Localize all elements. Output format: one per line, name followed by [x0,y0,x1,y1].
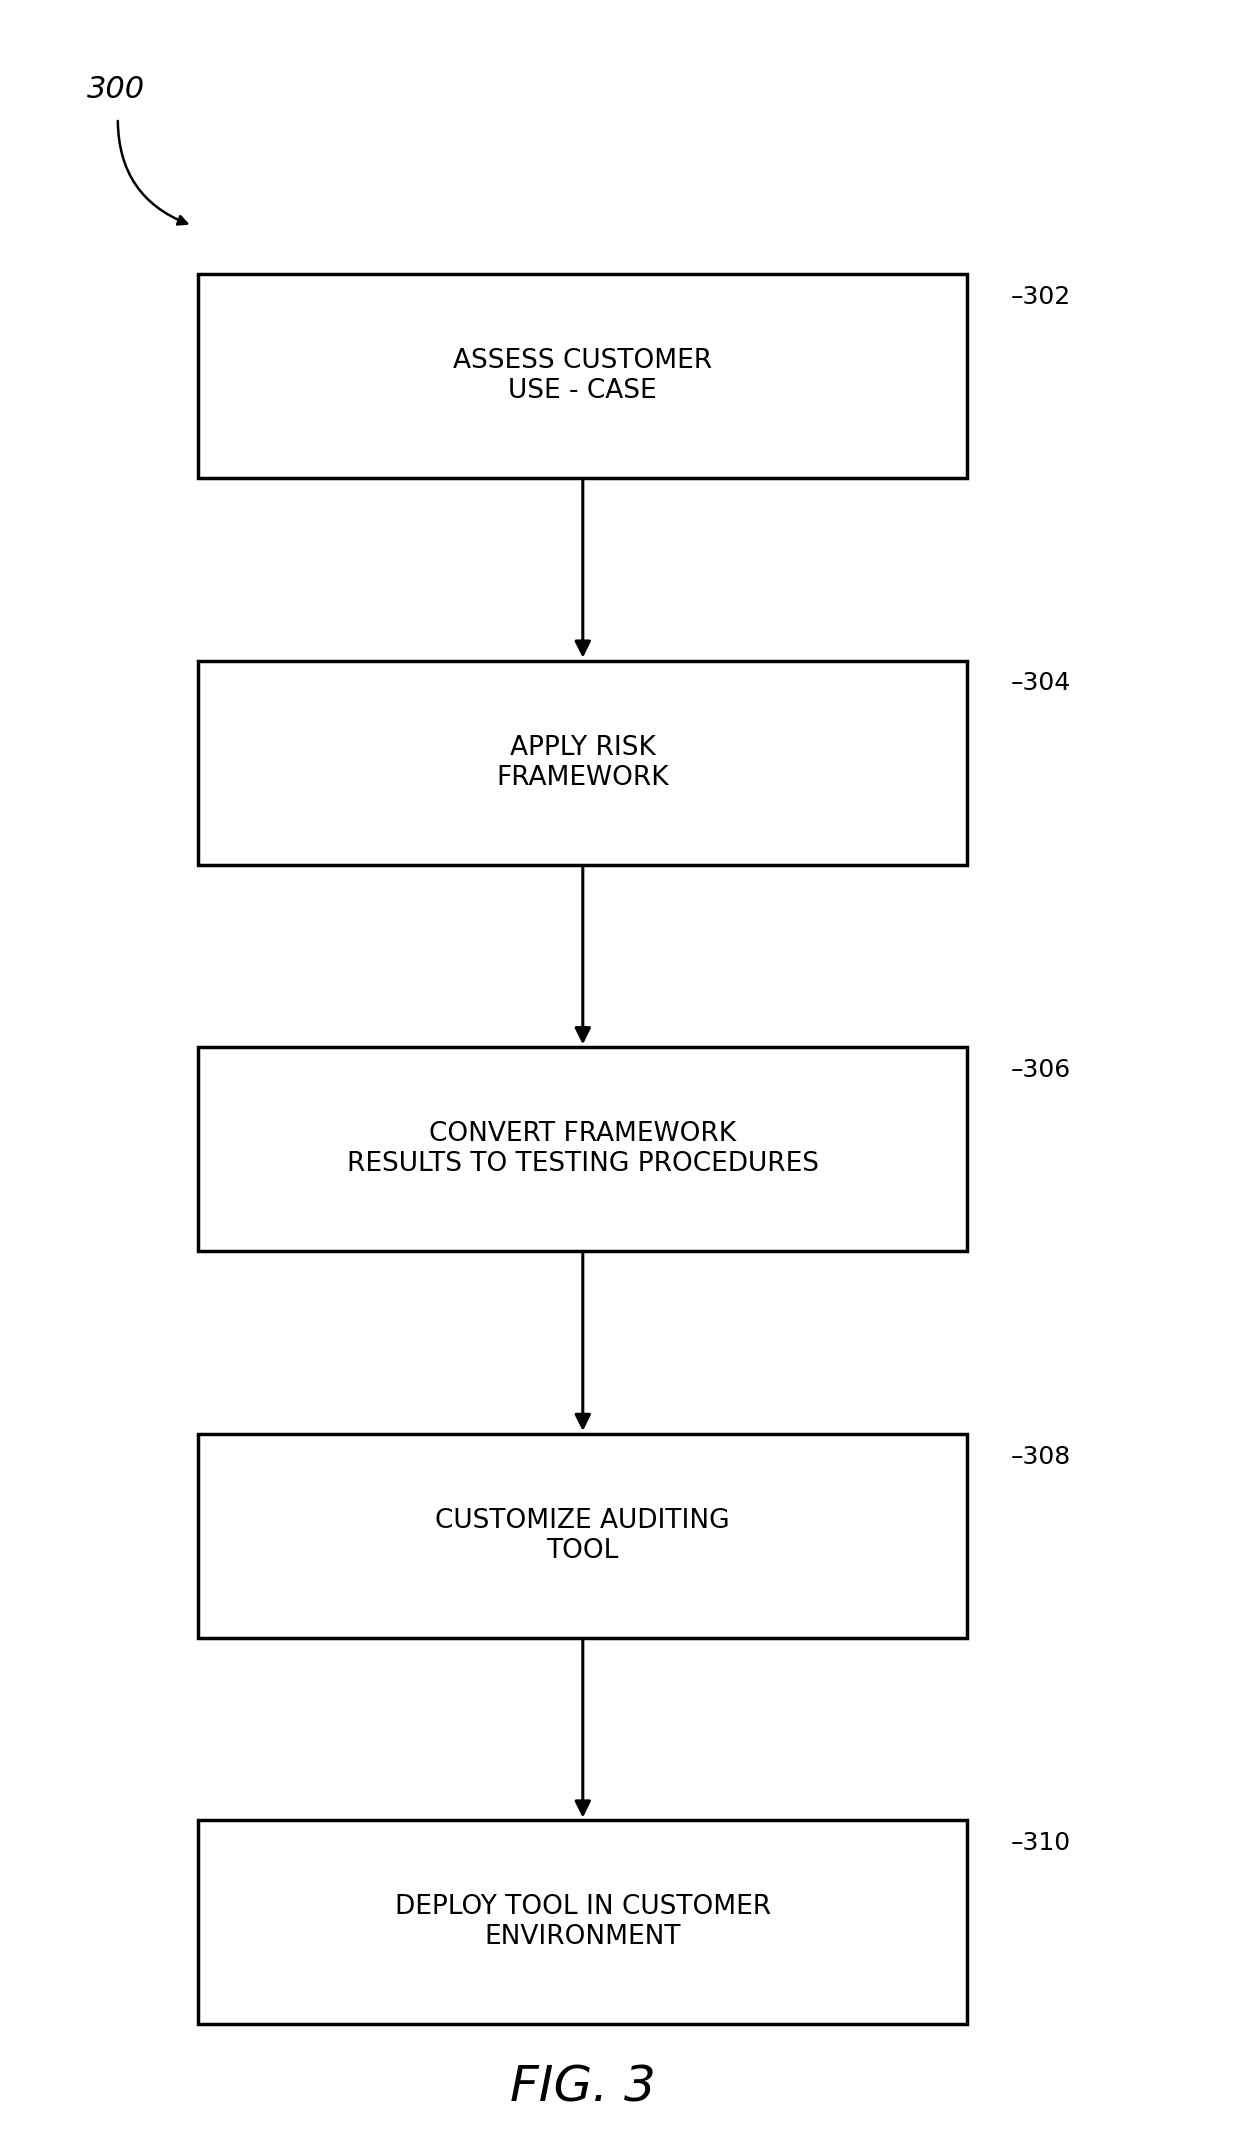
FancyBboxPatch shape [198,1822,967,2023]
Text: FIG. 3: FIG. 3 [510,2064,656,2111]
FancyBboxPatch shape [198,1435,967,1637]
Text: DEPLOY TOOL IN CUSTOMER
ENVIRONMENT: DEPLOY TOOL IN CUSTOMER ENVIRONMENT [394,1895,771,1950]
Text: –302: –302 [1011,286,1071,309]
FancyBboxPatch shape [198,275,967,479]
Text: –306: –306 [1011,1057,1071,1083]
Text: CONVERT FRAMEWORK
RESULTS TO TESTING PROCEDURES: CONVERT FRAMEWORK RESULTS TO TESTING PRO… [347,1121,818,1177]
Text: ASSESS CUSTOMER
USE - CASE: ASSESS CUSTOMER USE - CASE [454,348,712,404]
Text: 300: 300 [87,75,145,105]
Text: –304: –304 [1011,670,1071,696]
Text: –310: –310 [1011,1830,1070,1856]
FancyBboxPatch shape [198,1046,967,1250]
Text: APPLY RISK
FRAMEWORK: APPLY RISK FRAMEWORK [496,735,670,790]
FancyBboxPatch shape [198,662,967,863]
FancyArrowPatch shape [118,120,187,223]
Text: CUSTOMIZE AUDITING
TOOL: CUSTOMIZE AUDITING TOOL [435,1508,730,1564]
Text: –308: –308 [1011,1446,1071,1469]
